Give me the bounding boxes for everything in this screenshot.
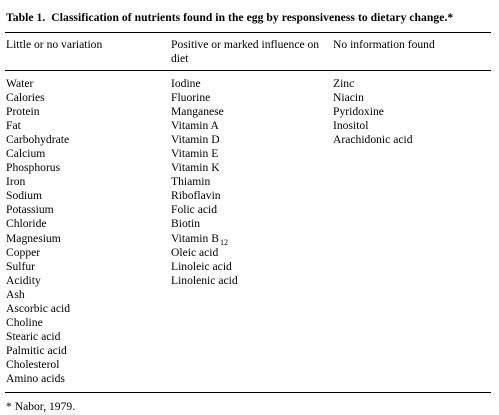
list-item: Fluorine: [171, 91, 211, 105]
list-item: Calcium: [6, 147, 46, 161]
list-item: Vitamin E: [171, 147, 219, 161]
list-item: Water: [6, 77, 34, 90]
list-item: Magnesium: [6, 231, 61, 245]
column-no-information-found: Zinc Niacin Pyridoxine Inositol Arachido…: [333, 77, 413, 147]
table-number: Table 1.: [6, 11, 46, 24]
header-no-information-found: No information found: [333, 38, 435, 51]
list-item: Fat: [6, 119, 21, 133]
list-item: Niacin: [333, 91, 364, 105]
list-item: Carbohydrate: [6, 133, 70, 147]
list-item: Biotin: [171, 217, 200, 231]
list-item: Chloride: [6, 217, 47, 231]
footnote: * Nabor, 1979.: [6, 400, 76, 413]
list-item: Vitamin K: [171, 161, 220, 175]
list-item: Amino acids: [6, 371, 65, 385]
list-item: Palmitic acid: [6, 343, 67, 357]
column-little-or-no-variation: Water Calories Protein Fat Carbohydrate …: [6, 77, 70, 386]
list-item: Oleic acid: [171, 245, 219, 259]
list-item: Inositol: [333, 119, 369, 133]
list-item: Copper: [6, 245, 41, 259]
list-item: Riboflavin: [171, 189, 221, 203]
top-rule: [5, 32, 491, 33]
list-item: Choline: [6, 315, 43, 329]
table-caption: Table 1. Classification of nutrients foun…: [6, 11, 453, 24]
list-item: Sodium: [6, 189, 43, 203]
list-item: Thiamin: [171, 175, 211, 189]
bottom-rule: [5, 392, 491, 393]
list-item: Zinc: [333, 77, 355, 90]
list-item-vitamin-b12: Vitamin B12: [171, 231, 238, 247]
subscript-12: 12: [219, 237, 228, 247]
list-item: Ash: [6, 287, 25, 301]
list-item: Folic acid: [171, 203, 218, 217]
list-item: Vitamin A: [171, 119, 219, 133]
list-item: Acidity: [6, 273, 41, 287]
table-title: Classification of nutrients found in the…: [51, 11, 454, 24]
list-item: Potassium: [6, 203, 54, 217]
list-item: Protein: [6, 105, 40, 119]
vitamin-b-label: Vitamin B: [171, 231, 219, 245]
list-item: Iron: [6, 175, 26, 189]
list-item: Cholesterol: [6, 357, 60, 371]
list-item: Sulfur: [6, 259, 35, 273]
list-item: Manganese: [171, 105, 224, 119]
header-positive-or-marked-influence: Positive or marked influence on diet: [171, 38, 320, 65]
list-item: Arachidonic acid: [333, 133, 413, 147]
list-item: Linolenic acid: [171, 273, 238, 287]
list-item: Pyridoxine: [333, 105, 384, 119]
list-item: Ascorbic acid: [6, 301, 71, 315]
list-item: Stearic acid: [6, 329, 61, 343]
list-item: Linoleic acid: [171, 259, 232, 273]
list-item: Calories: [6, 91, 45, 105]
column-positive-or-marked-influence: Iodine Fluorine Manganese Vitamin A Vita…: [171, 77, 238, 288]
list-item: Phosphorus: [6, 161, 61, 175]
list-item: Vitamin D: [171, 133, 220, 147]
header-rule: [5, 70, 491, 71]
list-item: Iodine: [171, 77, 201, 90]
header-little-or-no-variation: Little or no variation: [6, 38, 103, 51]
